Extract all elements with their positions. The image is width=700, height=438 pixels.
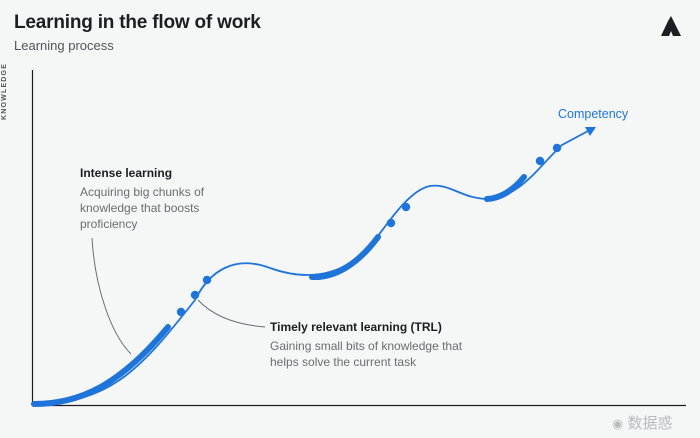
trl-title: Timely relevant learning (TRL)	[270, 320, 442, 334]
trl-dot	[190, 290, 200, 300]
trl-dot	[535, 156, 545, 166]
trl-dot	[552, 143, 562, 153]
watermark: ◉ 数据惑	[612, 412, 673, 433]
page-subtitle: Learning process	[14, 38, 114, 53]
watermark-text: 数据惑	[627, 415, 673, 432]
intense-segment-1	[31, 324, 171, 407]
intense-learning-line-1: Acquiring big chunks of	[80, 185, 205, 199]
trl-line-2: helps solve the current task	[270, 355, 417, 369]
trl-dot	[386, 218, 396, 228]
intense-leader-line	[91, 237, 132, 355]
trl-line-1: Gaining small bits of knowledge that	[270, 339, 463, 353]
trl-dot	[202, 275, 212, 285]
weibo-icon: ◉	[612, 416, 624, 431]
intense-segment-2	[309, 234, 381, 281]
trl-dot	[401, 202, 411, 212]
intense-learning-title: Intense learning	[80, 166, 173, 180]
intense-learning-line-2: knowledge that boosts	[80, 201, 200, 215]
page-title: Learning in the flow of work	[14, 12, 261, 33]
trl-dot	[176, 307, 186, 317]
trl-leader-line	[197, 299, 266, 328]
curve-arrowhead	[585, 127, 596, 136]
intense-learning-line-3: proficiency	[80, 217, 138, 231]
mountain-logo-icon	[661, 16, 681, 36]
competency-label: Competency	[558, 107, 629, 121]
intense-segment-3	[484, 174, 527, 202]
